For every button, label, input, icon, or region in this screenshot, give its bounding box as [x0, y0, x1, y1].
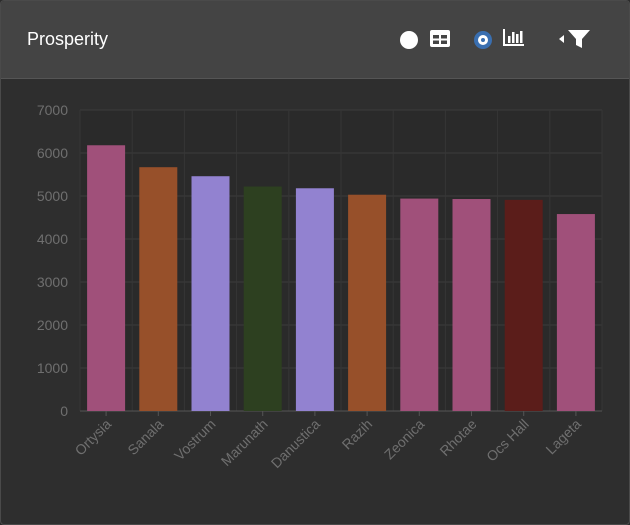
panel-header: Prosperity [1, 1, 629, 79]
y-tick-label: 1000 [37, 360, 68, 376]
x-tick-label: Ortysia [72, 416, 115, 459]
chart-view-radio[interactable] [474, 31, 492, 49]
bar-rhotae[interactable] [452, 199, 491, 411]
x-tick-label: Danustica [268, 416, 323, 471]
panel-title: Prosperity [27, 29, 109, 49]
y-tick-label: 0 [60, 403, 68, 419]
x-tick-label: Sanala [124, 416, 166, 458]
y-tick-label: 2000 [37, 317, 68, 333]
bar-chart-icon[interactable] [503, 29, 524, 47]
x-tick-label: Zeonica [381, 416, 428, 463]
bar-ocs-hall[interactable] [504, 199, 543, 411]
bar-zeonica[interactable] [400, 198, 439, 411]
x-tick-label: Razih [339, 416, 376, 453]
bar-chart: 0 1000 2000 3000 4000 5000 6000 7000 Ortysia Sana… [37, 102, 603, 471]
y-tick-label: 3000 [37, 274, 68, 290]
x-tick-label: Lageta [542, 416, 584, 458]
bar-razih[interactable] [348, 194, 387, 411]
bar-ortysia[interactable] [87, 145, 126, 411]
bar-danustica[interactable] [295, 188, 334, 411]
y-tick-label: 4000 [37, 231, 68, 247]
bar-marunath[interactable] [243, 186, 282, 411]
table-view-radio[interactable] [400, 31, 418, 49]
bar-lageta[interactable] [556, 214, 595, 411]
x-tick-label: Ocs Hall [483, 416, 532, 465]
bar-vostrum[interactable] [191, 176, 230, 411]
y-tick-label: 6000 [37, 145, 68, 161]
x-tick-label: Marunath [218, 416, 271, 469]
x-tick-label: Rhotae [436, 416, 479, 459]
filter-icon [559, 30, 590, 48]
y-tick-label: 5000 [37, 188, 68, 204]
bar-sanala[interactable] [139, 167, 178, 411]
table-icon[interactable] [430, 30, 450, 47]
chart-area: 0 1000 2000 3000 4000 5000 6000 7000 Ortysia Sana… [1, 79, 629, 524]
x-tick-label: Vostrum [171, 416, 219, 464]
filter-toggle[interactable] [557, 28, 591, 50]
y-tick-label: 7000 [37, 102, 68, 118]
